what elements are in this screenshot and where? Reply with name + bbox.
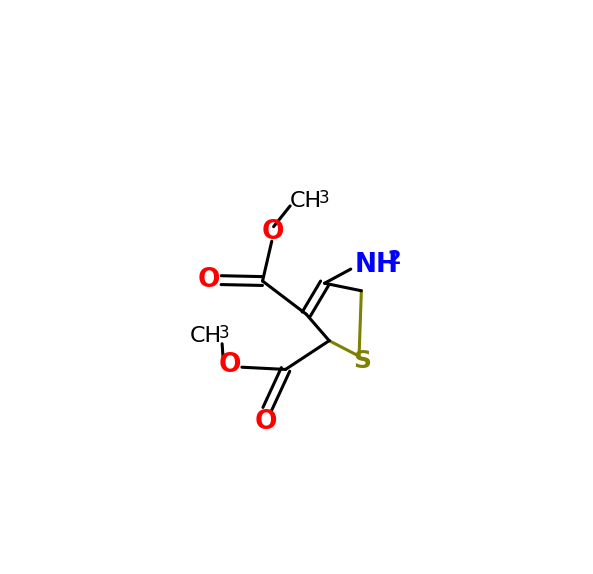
Text: 2: 2	[388, 249, 401, 268]
Text: NH: NH	[355, 251, 398, 278]
Text: S: S	[353, 348, 371, 373]
Text: O: O	[218, 352, 241, 378]
Text: O: O	[255, 409, 278, 435]
Text: O: O	[197, 267, 220, 293]
Text: CH: CH	[290, 192, 322, 211]
Text: CH: CH	[190, 326, 222, 346]
Text: 3: 3	[319, 189, 330, 207]
Text: O: O	[262, 219, 284, 245]
Text: 3: 3	[219, 324, 229, 342]
